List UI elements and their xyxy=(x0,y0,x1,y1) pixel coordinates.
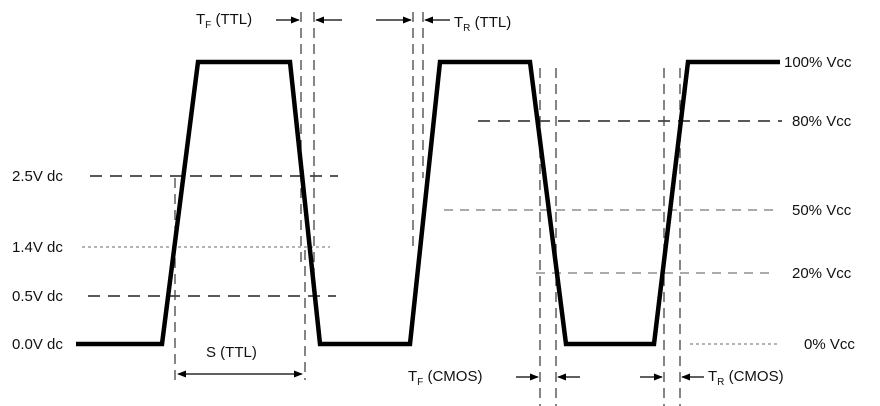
label-tf-cmos: TF (CMOS) xyxy=(408,368,482,388)
label-2-5v-dc: 2.5V dc xyxy=(12,168,63,185)
signal-waveform xyxy=(76,59,780,347)
label-s-ttl: S (TTL) xyxy=(206,344,257,361)
label-0pct-vcc: 0% Vcc xyxy=(804,336,855,353)
label-0-5v-dc: 0.5V dc xyxy=(12,288,63,305)
label-tr-cmos: TR (CMOS) xyxy=(708,368,784,388)
label-1-4v-dc: 1.4V dc xyxy=(12,239,63,256)
label-tf-ttl: TF (TTL) xyxy=(196,11,252,31)
label-100pct-vcc: 100% Vcc xyxy=(784,54,852,71)
label-80pct-vcc: 80% Vcc xyxy=(792,113,852,130)
label-50pct-vcc: 50% Vcc xyxy=(792,202,852,219)
label-tr-ttl: TR (TTL) xyxy=(454,14,511,34)
label-0-0v-dc: 0.0V dc xyxy=(12,336,63,353)
label-20pct-vcc: 20% Vcc xyxy=(792,265,852,282)
